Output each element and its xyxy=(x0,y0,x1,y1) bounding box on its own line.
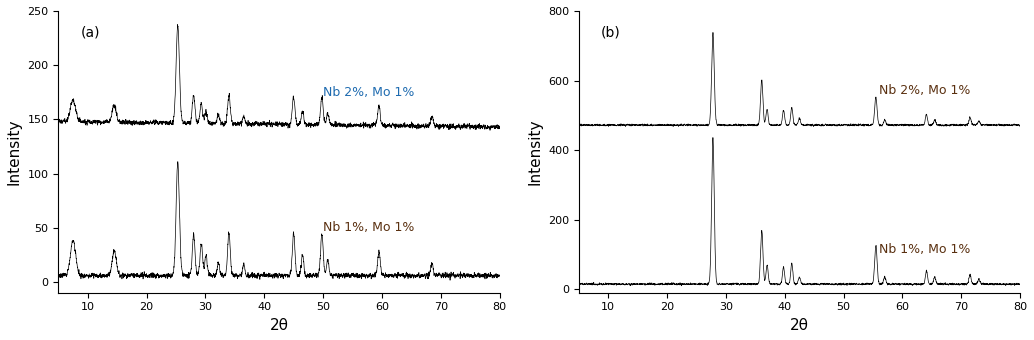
Y-axis label: Intensity: Intensity xyxy=(7,119,22,185)
Text: (b): (b) xyxy=(601,25,620,39)
Text: (a): (a) xyxy=(81,25,100,39)
Text: Nb 2%, Mo 1%: Nb 2%, Mo 1% xyxy=(879,84,970,98)
Text: Nb 1%, Mo 1%: Nb 1%, Mo 1% xyxy=(323,221,415,234)
Y-axis label: Intensity: Intensity xyxy=(527,119,543,185)
Text: Nb 1%, Mo 1%: Nb 1%, Mo 1% xyxy=(879,243,970,256)
X-axis label: 2θ: 2θ xyxy=(270,318,288,333)
X-axis label: 2θ: 2θ xyxy=(790,318,809,333)
Text: Nb 2%, Mo 1%: Nb 2%, Mo 1% xyxy=(323,86,415,99)
